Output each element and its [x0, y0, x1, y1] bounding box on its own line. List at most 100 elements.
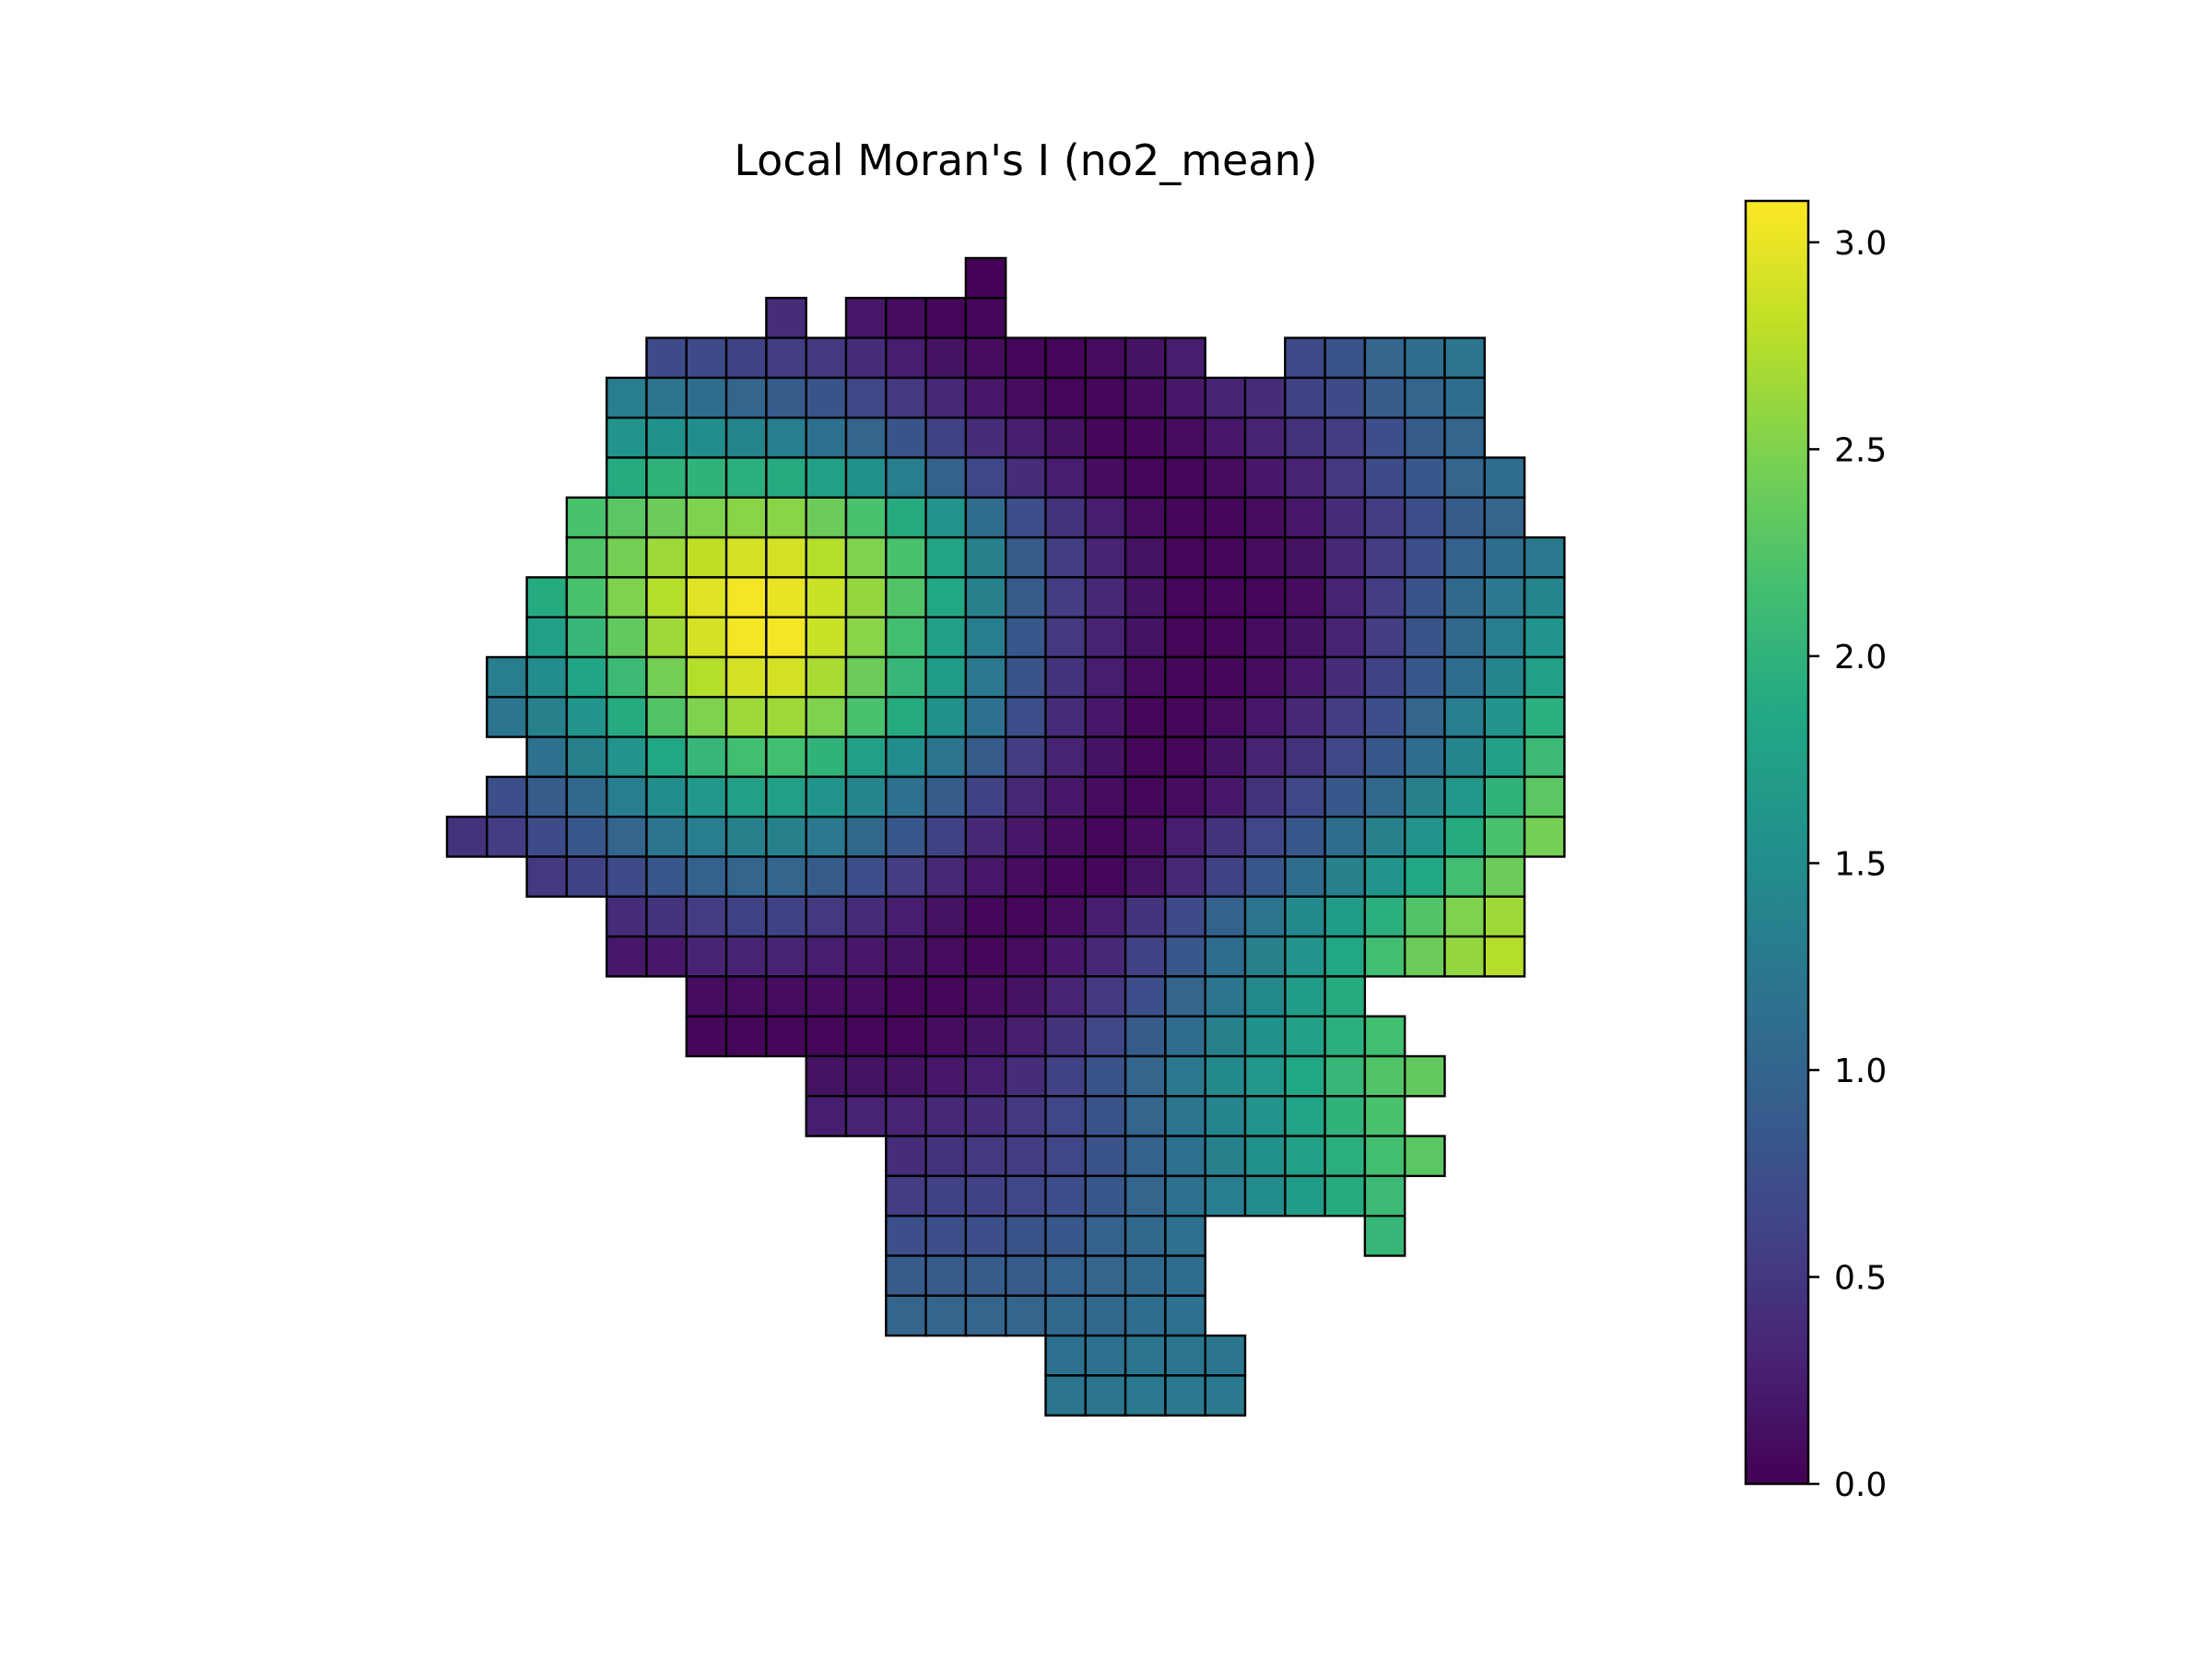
- grid-cell: [846, 737, 886, 777]
- grid-cell: [1125, 537, 1165, 577]
- grid-cell: [846, 1096, 886, 1135]
- grid-cell: [846, 857, 886, 897]
- grid-cell: [647, 897, 687, 936]
- grid-cell: [1165, 817, 1205, 856]
- grid-cell: [926, 1056, 966, 1096]
- grid-cell: [846, 577, 886, 617]
- grid-cell: [1245, 1017, 1285, 1056]
- colorbar-tick-label: 0.5: [1834, 1260, 1887, 1298]
- grid-cell: [766, 857, 806, 897]
- grid-cell: [806, 618, 846, 657]
- grid-cell: [1006, 857, 1045, 897]
- grid-cell: [886, 1176, 925, 1216]
- grid-cell: [606, 936, 646, 976]
- grid-cell: [806, 537, 846, 577]
- grid-cell: [1485, 737, 1524, 777]
- grid-cell: [1405, 1136, 1444, 1176]
- grid-cell: [1086, 418, 1125, 457]
- grid-cell: [1165, 936, 1205, 976]
- grid-cell: [1086, 1216, 1125, 1255]
- grid-cell: [567, 737, 606, 777]
- grid-cell: [806, 657, 846, 697]
- grid-cell: [1046, 1176, 1086, 1216]
- grid-cell: [1165, 697, 1205, 736]
- grid-cell: [1125, 857, 1165, 897]
- grid-cell: [926, 577, 966, 617]
- grid-cell: [1206, 1096, 1245, 1135]
- grid-cell: [1285, 1056, 1324, 1096]
- grid-cell: [647, 458, 687, 498]
- grid-cell: [1325, 897, 1365, 936]
- grid-cell: [1445, 697, 1485, 736]
- grid-cell: [1086, 537, 1125, 577]
- grid-cell: [1365, 697, 1405, 736]
- grid-cell: [886, 657, 925, 697]
- grid-cell: [1125, 458, 1165, 498]
- grid-cell: [1086, 458, 1125, 498]
- grid-cell: [726, 418, 766, 457]
- grid-cell: [487, 817, 526, 856]
- grid-cell: [1206, 418, 1245, 457]
- grid-cell: [1365, 817, 1405, 856]
- grid-cell: [806, 1096, 846, 1135]
- grid-cell: [926, 378, 966, 418]
- grid-cell: [1086, 817, 1125, 856]
- grid-cell: [1125, 936, 1165, 976]
- grid-cell: [846, 976, 886, 1016]
- grid-cell: [726, 1017, 766, 1056]
- grid-cell: [647, 936, 687, 976]
- grid-cell: [886, 777, 925, 817]
- colorbar-tick-label: 3.0: [1834, 225, 1887, 263]
- grid-cell: [1206, 1335, 1245, 1375]
- grid-cell: [606, 618, 646, 657]
- grid-cell: [886, 1256, 925, 1296]
- grid-cell: [846, 1017, 886, 1056]
- grid-cell: [1046, 458, 1086, 498]
- grid-cell: [806, 777, 846, 817]
- grid-cell: [1086, 697, 1125, 736]
- grid-cell: [1485, 657, 1524, 697]
- grid-cell: [886, 1017, 925, 1056]
- grid-cell: [966, 737, 1006, 777]
- grid-cell: [1046, 1017, 1086, 1056]
- grid-cell: [1165, 537, 1205, 577]
- grid-cell: [726, 537, 766, 577]
- grid-cell: [1325, 378, 1365, 418]
- grid-cell: [1245, 657, 1285, 697]
- grid-cell: [1445, 618, 1485, 657]
- grid-cell: [1245, 577, 1285, 617]
- grid-cell: [1086, 498, 1125, 537]
- grid-cell: [926, 618, 966, 657]
- grid-cell: [1165, 338, 1205, 378]
- grid-cell: [726, 936, 766, 976]
- grid-cell: [886, 857, 925, 897]
- grid-cell: [926, 537, 966, 577]
- grid-cell: [846, 378, 886, 418]
- grid-cell: [966, 657, 1006, 697]
- grid-cell: [1245, 1056, 1285, 1096]
- grid-cell: [606, 897, 646, 936]
- grid-cell: [926, 338, 966, 378]
- grid-cell: [1046, 936, 1086, 976]
- grid-cell: [1206, 936, 1245, 976]
- grid-cell: [647, 737, 687, 777]
- grid-cell: [766, 498, 806, 537]
- grid-cell: [1206, 1056, 1245, 1096]
- grid-cell: [1046, 817, 1086, 856]
- grid-cell: [1125, 1176, 1165, 1216]
- grid-cell: [806, 737, 846, 777]
- grid-cell: [966, 1056, 1006, 1096]
- grid-cell: [1285, 537, 1324, 577]
- grid-cell: [1325, 936, 1365, 976]
- grid-cell: [1524, 817, 1564, 856]
- grid-cell: [886, 1096, 925, 1135]
- grid-cell: [726, 697, 766, 736]
- grid-cell: [926, 657, 966, 697]
- grid-cell: [1325, 458, 1365, 498]
- grid-cell: [606, 697, 646, 736]
- grid-cell: [1125, 897, 1165, 936]
- grid-cell: [1405, 777, 1444, 817]
- grid-cell: [687, 418, 726, 457]
- grid-cell: [806, 378, 846, 418]
- grid-cell: [1485, 936, 1524, 976]
